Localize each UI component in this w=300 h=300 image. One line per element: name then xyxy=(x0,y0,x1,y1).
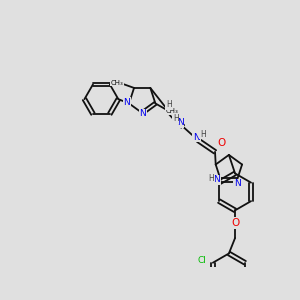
Text: N: N xyxy=(140,109,146,118)
Text: N: N xyxy=(193,133,200,142)
Text: Cl: Cl xyxy=(198,256,206,265)
Text: N: N xyxy=(139,112,146,121)
Text: N: N xyxy=(177,118,184,127)
Text: H: H xyxy=(208,174,214,183)
Text: O: O xyxy=(217,138,225,148)
Text: CH₃: CH₃ xyxy=(165,108,178,114)
Text: H: H xyxy=(173,114,178,123)
Text: N: N xyxy=(123,98,130,107)
Text: CH₃: CH₃ xyxy=(111,80,124,85)
Text: H: H xyxy=(200,130,206,139)
Text: H: H xyxy=(166,100,172,109)
Text: N: N xyxy=(214,176,220,184)
Text: O: O xyxy=(231,218,239,228)
Text: N: N xyxy=(234,179,240,188)
